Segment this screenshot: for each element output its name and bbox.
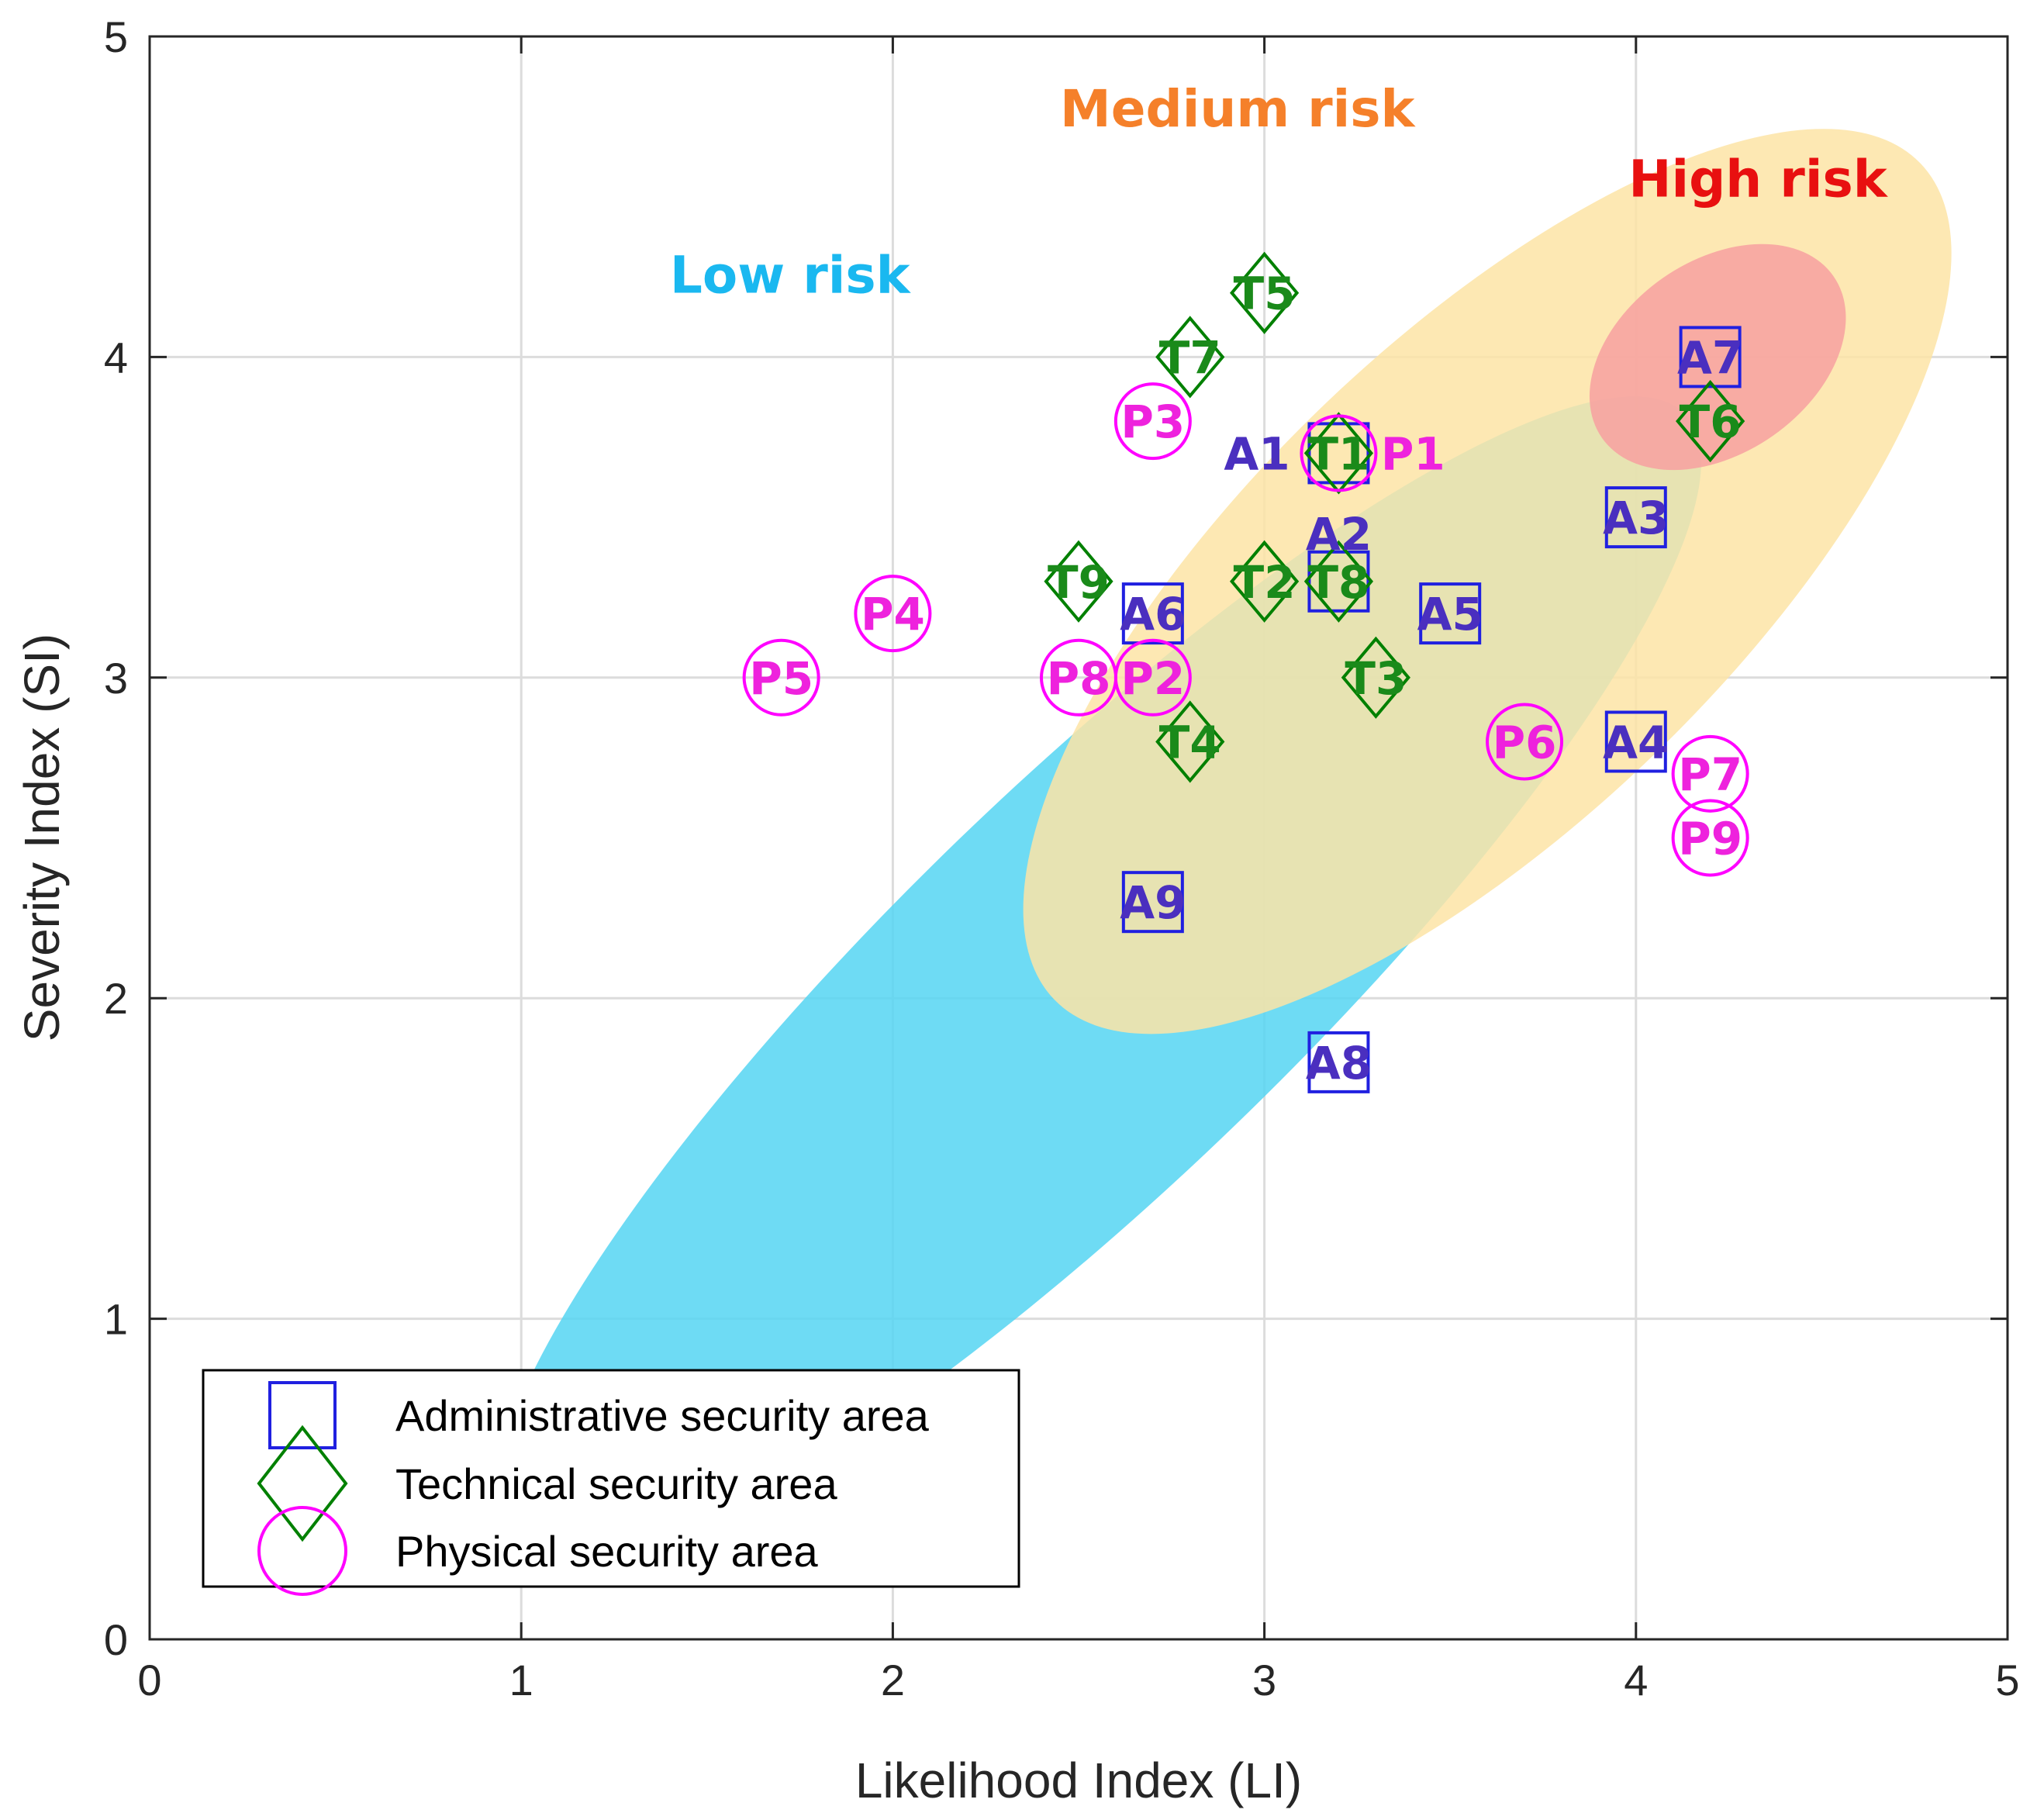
- legend: Administrative security area Technical se…: [202, 1369, 1020, 1596]
- a7-marker: [1679, 326, 1742, 389]
- p5-label: P5: [749, 652, 813, 705]
- a3-label: A3: [1603, 492, 1669, 544]
- p8-label: P8: [1047, 652, 1111, 705]
- p6-label: P6: [1493, 716, 1557, 768]
- a5-label: A5: [1417, 588, 1483, 641]
- y-tick-label: 2: [104, 974, 128, 1023]
- axis-ticks: 0 1 2 3 4 5 0 1 2 3 4 5: [104, 12, 2020, 1704]
- x-tick-label: 0: [137, 1656, 161, 1704]
- p1-marker: [1300, 414, 1378, 492]
- a4-marker: [1604, 710, 1667, 773]
- x-tick-label: 3: [1252, 1656, 1276, 1704]
- a8-label: A8: [1306, 1037, 1372, 1090]
- point-labels: A1 A2 A3 A4 A5 A6 A7 A8 A9 T1 T2 T3 T4 T5 T6 T7 T8 T9 P1 P2…: [749, 268, 1743, 1090]
- t7-marker: [1155, 316, 1225, 399]
- y-tick-label: 1: [104, 1295, 128, 1344]
- p3-label: P3: [1120, 395, 1185, 448]
- a7-label: A7: [1677, 331, 1743, 384]
- x-tick-label: 2: [881, 1656, 905, 1704]
- legend-label-circle: Physical security area: [395, 1527, 819, 1576]
- y-axis-label: Severity Index (SI): [14, 634, 70, 1041]
- high-risk-label: High risk: [1628, 150, 1889, 209]
- t9-label: T9: [1048, 556, 1110, 609]
- a6-marker: [1121, 582, 1184, 645]
- p2-label: P2: [1120, 652, 1185, 705]
- plot-frame: [148, 35, 2009, 1641]
- p5-marker: [742, 638, 820, 717]
- low-risk-label: Low risk: [670, 246, 912, 306]
- t6-marker: [1676, 379, 1745, 463]
- t7-label: T7: [1159, 331, 1221, 384]
- x-axis-label: Likelihood Index (LI): [855, 1753, 1302, 1808]
- p4-marker: [854, 575, 932, 653]
- medium-risk-label: Medium risk: [1060, 79, 1416, 139]
- x-tick-label: 5: [1995, 1656, 2019, 1704]
- p3-marker: [1113, 382, 1192, 461]
- t6-label: T6: [1680, 395, 1742, 448]
- a1-label: A1: [1224, 427, 1290, 480]
- a8-marker: [1307, 1031, 1370, 1093]
- legend-circle-icon: [257, 1506, 347, 1596]
- x-tick-label: 1: [509, 1656, 533, 1704]
- y-tick-label: 4: [104, 333, 128, 382]
- p7-label: P7: [1678, 748, 1742, 801]
- t2-marker: [1229, 540, 1300, 623]
- a4-label: A4: [1603, 716, 1669, 768]
- high-risk-region: [1589, 243, 1846, 471]
- a5-marker: [1419, 582, 1482, 645]
- t5-marker: [1229, 251, 1300, 334]
- t3-label: T3: [1345, 652, 1407, 705]
- p1-label: P1: [1381, 427, 1445, 480]
- t2-label: T2: [1234, 556, 1296, 609]
- legend-label-diamond: Technical security area: [395, 1459, 837, 1508]
- p8-marker: [1040, 638, 1117, 717]
- x-tick-label: 4: [1624, 1656, 1648, 1704]
- t4-label: T4: [1159, 716, 1221, 768]
- a2-label: A2: [1306, 508, 1372, 561]
- p6-marker: [1486, 703, 1564, 781]
- legend-square-icon: [268, 1381, 337, 1449]
- a9-marker: [1121, 871, 1184, 934]
- t5-label: T5: [1234, 268, 1296, 320]
- data-markers: [742, 251, 1749, 1093]
- y-tick-label: 3: [104, 654, 128, 703]
- p7-marker: [1671, 734, 1749, 813]
- t9-marker: [1044, 540, 1113, 623]
- p9-marker: [1671, 799, 1749, 877]
- legend-box: [202, 1369, 1020, 1588]
- t8-label: T8: [1307, 556, 1369, 609]
- a9-label: A9: [1120, 876, 1186, 929]
- t1-label: T1: [1307, 427, 1369, 480]
- a2-marker: [1307, 550, 1370, 613]
- legend-diamond-icon: [257, 1425, 348, 1542]
- legend-label-square: Administrative security area: [395, 1391, 930, 1440]
- a3-marker: [1604, 486, 1667, 549]
- a6-label: A6: [1120, 588, 1186, 641]
- p9-label: P9: [1678, 813, 1742, 865]
- t3-marker: [1341, 636, 1410, 719]
- a1-marker: [1307, 422, 1370, 485]
- p4-label: P4: [861, 588, 925, 641]
- t8-marker: [1303, 540, 1374, 623]
- y-tick-label: 5: [104, 12, 128, 61]
- y-tick-label: 0: [104, 1615, 128, 1664]
- t4-marker: [1155, 700, 1225, 783]
